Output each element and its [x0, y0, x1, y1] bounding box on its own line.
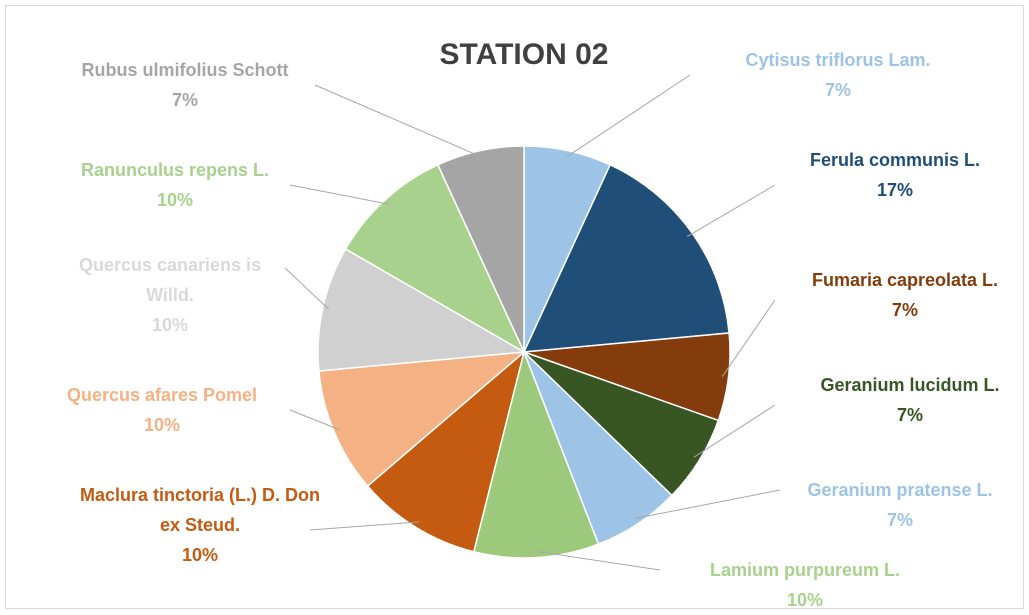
leader-line — [536, 550, 661, 571]
category-label: Quercus afares Pomel — [66, 385, 258, 405]
leader-line — [721, 299, 776, 377]
value-label: 7% — [896, 405, 923, 425]
data-label: Lamium purpureum L. 10% — [710, 555, 900, 615]
value-label: 10% — [156, 190, 194, 210]
data-label: Rubus ulmifolius Schott 7% — [82, 55, 289, 115]
value-label: 17% — [876, 180, 914, 200]
pie-slice — [318, 351, 527, 488]
data-label: Ranunculus repens L. 10% — [81, 155, 269, 215]
value-label: 10% — [143, 415, 181, 435]
leader-line — [634, 489, 781, 520]
leader-line — [686, 184, 776, 237]
category-label: Rubus ulmifolius Schott — [81, 60, 289, 80]
data-label: Geranium pratense L. 7% — [807, 475, 992, 535]
data-label: Fumaria capreolata L. 7% — [812, 265, 998, 325]
category-label: Fumaria capreolata L. — [811, 270, 999, 290]
category-label: Geranium lucidum L. — [820, 375, 1000, 395]
data-label: Quercus canariens is Willd. 10% — [63, 250, 278, 340]
value-label: 7% — [891, 300, 919, 320]
data-label: Cytisus triflorus Lam. 7% — [745, 45, 930, 105]
category-label: Ranunculus repens L. — [80, 160, 270, 180]
category-label: Geranium pratense L. — [807, 480, 993, 500]
pie-slice — [317, 247, 527, 372]
chart-title: STATION 02 — [439, 38, 609, 71]
leader-line — [566, 74, 691, 158]
pie-slice — [344, 163, 526, 354]
data-label: Ferula communis L. 17% — [810, 145, 980, 205]
category-label: Lamium purpureum L. — [709, 560, 901, 580]
pie-slice — [522, 163, 730, 353]
pie-slice — [366, 349, 526, 553]
data-label: Geranium lucidum L. 7% — [820, 370, 999, 430]
category-label: Cytisus triflorus Lam. — [745, 50, 931, 70]
leader-line — [314, 84, 482, 158]
leader-line — [309, 521, 419, 531]
data-label: Maclura tinctoria (L.) D. Don ex Steud. 1… — [78, 480, 323, 570]
value-label: 7% — [171, 90, 198, 110]
leader-line — [289, 184, 390, 205]
pie-slice — [436, 145, 525, 353]
category-label: Quercus canariens is Willd. — [78, 255, 262, 305]
value-label: 10% — [786, 590, 824, 610]
leader-line — [693, 404, 776, 458]
chart-border — [5, 5, 1024, 609]
leader-line — [284, 267, 330, 310]
data-label: Quercus afares Pomel 10% — [67, 380, 257, 440]
value-label: 7% — [886, 510, 913, 530]
value-label: 10% — [151, 315, 189, 335]
value-label: 10% — [181, 545, 219, 565]
pie-slice — [472, 349, 600, 559]
leader-line — [289, 409, 341, 431]
category-label: Maclura tinctoria (L.) D. Don ex Steud. — [79, 485, 320, 535]
category-label: Ferula communis L. — [809, 150, 981, 170]
value-label: 7% — [824, 80, 852, 100]
